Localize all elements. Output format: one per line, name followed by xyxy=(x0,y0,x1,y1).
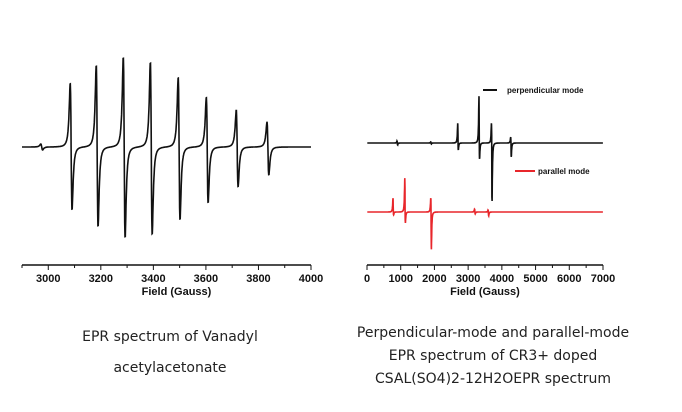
caption-line: EPR spectrum of CR3+ doped xyxy=(388,348,598,364)
x-axis-label: Field (Gauss) xyxy=(450,286,520,298)
x-axis-label: Field (Gauss) xyxy=(142,286,212,298)
x-tick-label: 6000 xyxy=(557,273,581,285)
x-tick-label: 3800 xyxy=(246,273,270,285)
caption-cr3: Perpendicular-mode and parallel-mode EPR… xyxy=(308,322,678,391)
x-tick-label: 3000 xyxy=(36,273,60,285)
series-line-perpendicular-mode xyxy=(367,96,603,202)
x-tick-label: 4000 xyxy=(299,273,323,285)
x-tick-label: 5000 xyxy=(523,273,547,285)
x-tick-label: 7000 xyxy=(591,273,615,285)
caption-line: CSAL(SO4)2-12H2OEPR spectrum xyxy=(375,371,611,387)
caption-line: Perpendicular-mode and parallel-mode xyxy=(356,325,630,341)
caption-line: acetylacetonate xyxy=(113,360,227,376)
x-tick-label: 3600 xyxy=(194,273,218,285)
series-line-vanadyl-acetylacetonate xyxy=(22,57,311,238)
legend-label-perpendicular: perpendicular mode xyxy=(507,86,584,95)
x-tick-label: 3400 xyxy=(141,273,165,285)
x-tick-label: 3000 xyxy=(456,273,480,285)
x-tick-label: 0 xyxy=(364,273,370,285)
caption-vanadyl: EPR spectrum of Vanadyl acetylacetonate xyxy=(60,326,280,380)
caption-line: EPR spectrum of Vanadyl xyxy=(82,329,258,345)
x-tick-label: 4000 xyxy=(490,273,514,285)
x-tick-label: 2000 xyxy=(422,273,446,285)
legend-label-parallel: parallel mode xyxy=(538,167,590,176)
x-tick-label: 1000 xyxy=(388,273,412,285)
x-tick-label: 3200 xyxy=(89,273,113,285)
series-line-parallel-mode xyxy=(367,178,603,250)
